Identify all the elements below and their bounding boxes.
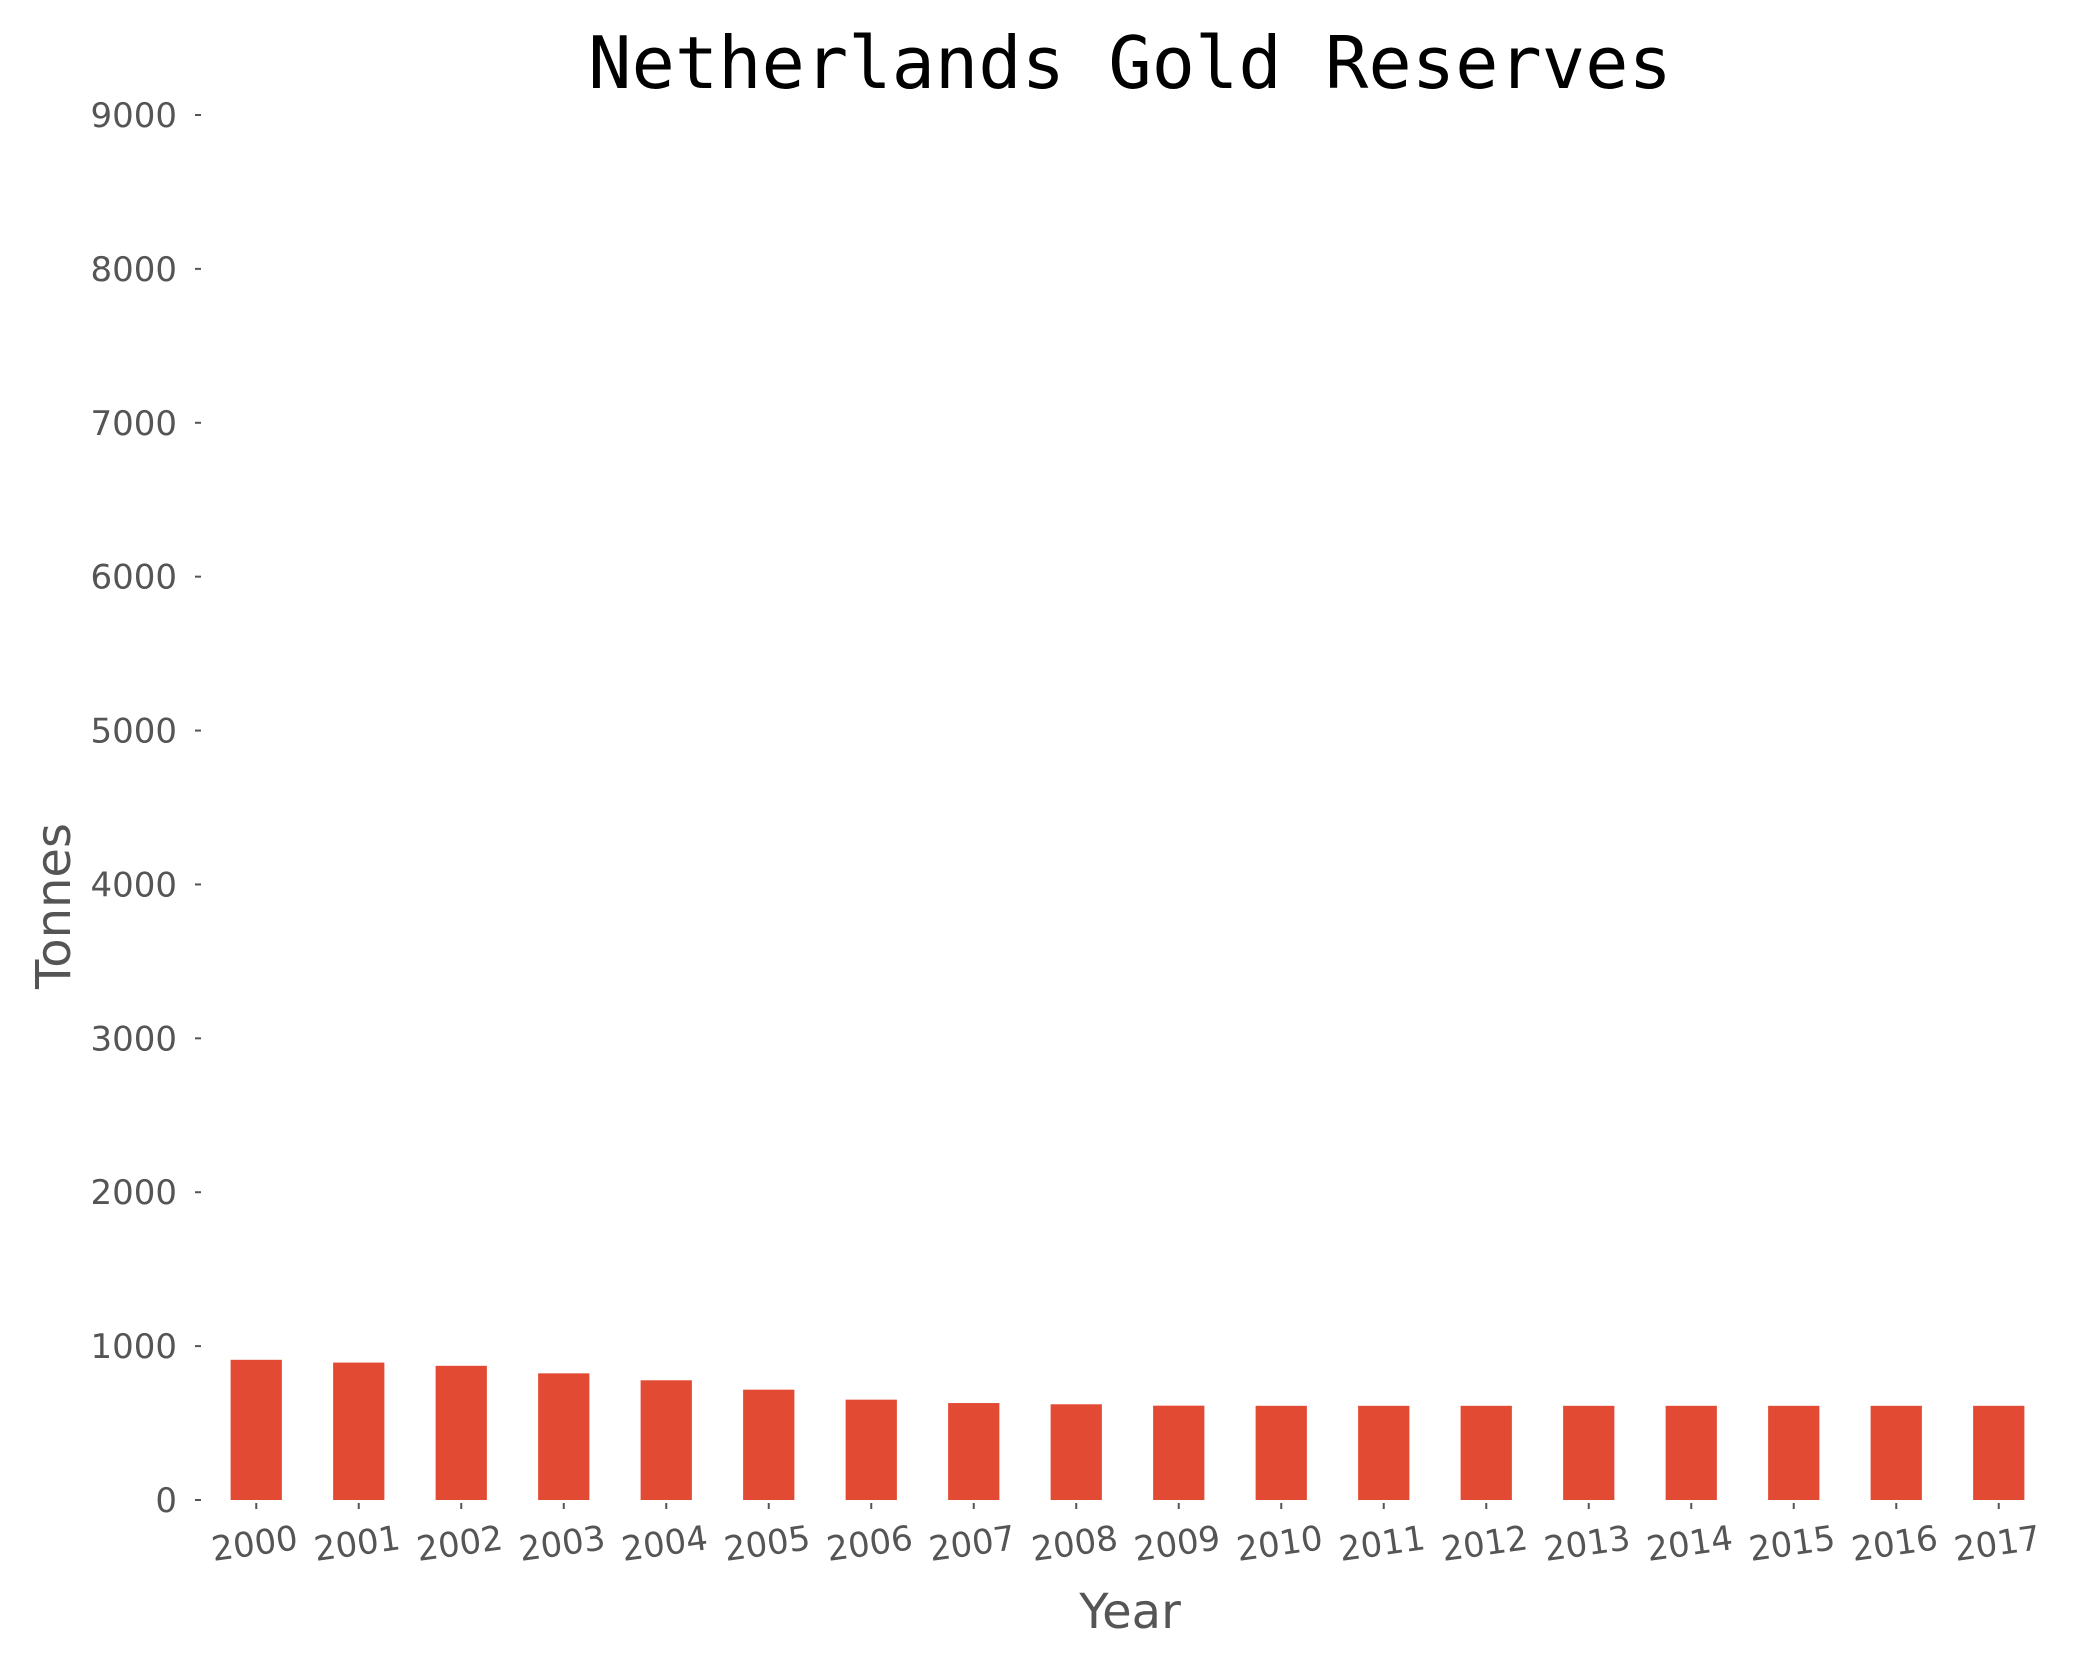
x-tick-label: 2002 bbox=[414, 1518, 505, 1570]
bar bbox=[1870, 1405, 1922, 1500]
bar bbox=[230, 1359, 282, 1500]
x-tick-label: 2001 bbox=[312, 1518, 403, 1570]
x-tick-label: 2004 bbox=[619, 1518, 710, 1570]
y-tick-label: 0 bbox=[155, 1481, 177, 1521]
y-tick-label: 1000 bbox=[90, 1327, 177, 1367]
bar bbox=[640, 1380, 692, 1500]
bar bbox=[1358, 1405, 1410, 1500]
x-tick-label: 2000 bbox=[209, 1518, 300, 1570]
bar bbox=[845, 1399, 897, 1500]
x-tick-label: 2014 bbox=[1644, 1518, 1735, 1570]
y-tick-label: 9000 bbox=[90, 96, 177, 136]
bar bbox=[1255, 1405, 1307, 1500]
y-tick-label: 6000 bbox=[90, 558, 177, 598]
x-axis-label: Year bbox=[1078, 1584, 1181, 1640]
x-tick-label: 2016 bbox=[1849, 1518, 1940, 1570]
bar bbox=[1460, 1405, 1512, 1500]
x-tick-label: 2005 bbox=[722, 1518, 813, 1570]
bar bbox=[1973, 1405, 2025, 1500]
x-tick-label: 2003 bbox=[517, 1518, 608, 1570]
x-tick-label: 2010 bbox=[1234, 1518, 1325, 1570]
bar bbox=[333, 1362, 385, 1500]
x-tick-label: 2017 bbox=[1952, 1518, 2043, 1570]
x-tick-label: 2009 bbox=[1132, 1518, 1223, 1570]
y-tick-label: 4000 bbox=[90, 865, 177, 905]
x-axis: 2000 2001 2002 2003 2004 2005 2006 2007 2008 2009… bbox=[209, 1503, 2043, 1570]
x-tick-label: 2008 bbox=[1029, 1518, 1120, 1570]
bar bbox=[948, 1403, 1000, 1500]
bar bbox=[1768, 1405, 1820, 1500]
x-tick-label: 2012 bbox=[1439, 1518, 1530, 1570]
y-tick-label: 7000 bbox=[90, 404, 177, 444]
y-tick-label: 2000 bbox=[90, 1173, 177, 1213]
bar bbox=[1050, 1404, 1102, 1500]
bar bbox=[743, 1389, 795, 1500]
chart-title: Netherlands Gold Reserves bbox=[588, 21, 1672, 105]
x-tick-label: 2006 bbox=[824, 1518, 915, 1570]
y-tick-label: 5000 bbox=[90, 712, 177, 752]
y-axis: 0 1000 2000 3000 4000 5000 6000 7000 8000 9000 bbox=[90, 96, 201, 1521]
x-tick-label: 2013 bbox=[1542, 1518, 1633, 1570]
x-tick-label: 2011 bbox=[1337, 1518, 1428, 1570]
bar bbox=[1665, 1405, 1717, 1500]
y-tick-label: 3000 bbox=[90, 1019, 177, 1059]
x-tick-label: 2015 bbox=[1747, 1518, 1838, 1570]
bars-group bbox=[230, 1359, 2025, 1500]
bar bbox=[538, 1373, 590, 1500]
x-tick-label: 2007 bbox=[927, 1518, 1018, 1570]
bar bbox=[1153, 1405, 1205, 1500]
y-tick-label: 8000 bbox=[90, 250, 177, 290]
bar bbox=[1563, 1405, 1615, 1500]
y-axis-label: Tonnes bbox=[26, 823, 82, 990]
bar bbox=[435, 1365, 487, 1500]
